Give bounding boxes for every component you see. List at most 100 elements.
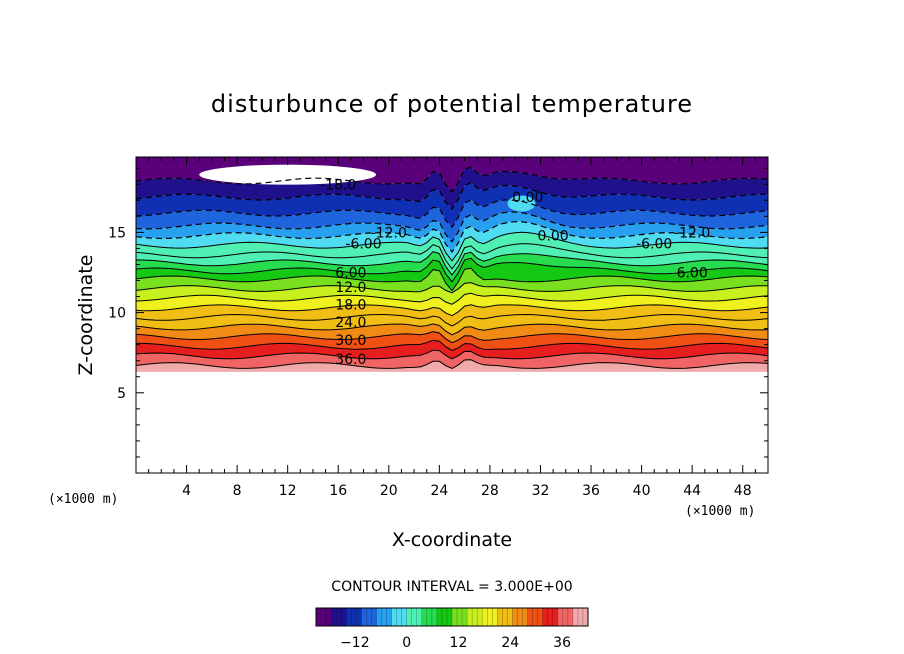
y-tick-label: 10 [108, 306, 126, 322]
colorbar-swatch [346, 608, 362, 626]
field-band [136, 199, 768, 242]
contour-line [136, 339, 768, 351]
field-anomaly [507, 195, 536, 212]
colorbar-swatch [557, 608, 574, 626]
colorbar-tick-label: 36 [553, 635, 571, 651]
colorbar-frame [315, 607, 589, 627]
colorbar-swatch [331, 608, 347, 626]
field-band [136, 340, 768, 359]
contour-line [136, 231, 768, 262]
contour-label: -12.0 [674, 225, 710, 241]
contour-line [136, 292, 768, 305]
contour-line [136, 182, 768, 211]
x-tick-label: 48 [734, 483, 752, 499]
contour-label: 12.0 [335, 280, 366, 296]
colorbar-tick-label: −12 [340, 635, 370, 651]
contour-label: 6.00 [677, 265, 708, 281]
field-band [136, 268, 768, 293]
contour-line [136, 267, 768, 292]
y-axis-label: Z-coordinate [75, 255, 97, 376]
contour-line [136, 331, 768, 344]
contour-label: 24.0 [335, 315, 366, 331]
contour-line [136, 199, 768, 229]
contour-label: 18.0 [335, 298, 366, 314]
chart-title: disturbunce of potential temperature [211, 90, 693, 118]
y-tick-label: 15 [108, 225, 126, 241]
field-band [136, 323, 768, 343]
field-band [136, 221, 768, 261]
x-tick-label: 4 [182, 483, 191, 499]
y-tick-label: 5 [117, 386, 126, 402]
x-tick-label: 36 [582, 483, 600, 499]
contour-label: 30.0 [335, 333, 366, 349]
contour-labels: -18.0 0.00 -12.0 -12.0 0.00 -6.00 -6.00 6.00 6.0… [320, 177, 710, 368]
contour-line [136, 323, 768, 336]
x-tick-label: 24 [430, 483, 448, 499]
contour-line [136, 221, 768, 254]
field-band [136, 331, 768, 351]
colorbar-swatch [572, 608, 589, 626]
colorbar-swatch [482, 608, 498, 626]
colorbar-swatch [421, 608, 438, 626]
x-unit-left: (×1000 m) [48, 492, 118, 507]
contour-line [136, 313, 768, 327]
colorbar-swatch [391, 608, 408, 626]
colorbar-swatch [542, 608, 559, 626]
colorbar-swatch [512, 608, 529, 626]
contour-line [136, 304, 768, 317]
colorbar-ticks: −12 0 12 24 36 [340, 635, 571, 651]
contour-line [136, 359, 768, 370]
colorbar-tick-label: 12 [450, 635, 468, 651]
contour-line [136, 166, 768, 193]
contour-line [136, 282, 768, 294]
contour-line [136, 243, 768, 270]
colorbar-swatch [316, 608, 332, 626]
colorbar-tick-label: 24 [501, 635, 519, 651]
colorbar-swatch [376, 608, 393, 626]
y-axis-ticks: 5 10 15 [108, 167, 768, 458]
contour-lines [136, 166, 768, 370]
contour-label: -6.00 [345, 237, 381, 253]
colorbar-swatch [452, 608, 468, 626]
field-band [136, 258, 768, 291]
colorbar-swatch [497, 608, 513, 626]
x-tick-label: 44 [683, 483, 701, 499]
contour-label: 6.00 [335, 265, 366, 281]
field-band [136, 212, 768, 252]
contour-label: -18.0 [320, 177, 356, 193]
colorbar-swatch [467, 608, 483, 626]
x-tick-label: 32 [532, 483, 550, 499]
colorbar-tick-label: 0 [402, 635, 411, 651]
field-band [136, 282, 768, 305]
colorbar-swatch [361, 608, 377, 626]
field-band [136, 304, 768, 326]
contour-line [136, 349, 768, 360]
contour-line [136, 257, 768, 283]
x-axis-label: X-coordinate [392, 529, 512, 551]
colorbar-swatch [406, 608, 423, 626]
contour-line [136, 251, 768, 276]
x-tick-label: 28 [481, 483, 499, 499]
x-axis-ticks: 4 8 12 16 20 24 28 32 36 40 44 48 [148, 157, 756, 499]
x-tick-label: 40 [633, 483, 651, 499]
contour-label: 36.0 [335, 352, 366, 368]
colorbar-swatch [527, 608, 544, 626]
contour-label: -6.00 [636, 237, 672, 253]
contour-label: -12.0 [371, 225, 407, 241]
x-tick-label: 12 [279, 483, 297, 499]
x-tick-label: 8 [233, 483, 242, 499]
colorbar [316, 608, 589, 626]
colorbar-swatch [436, 608, 453, 626]
field-white-region [199, 164, 377, 185]
x-tick-label: 20 [380, 483, 398, 499]
contour-interval: CONTOUR INTERVAL = 3.000E+00 [331, 579, 572, 595]
x-unit-right: (×1000 m) [685, 504, 755, 519]
field-band [136, 167, 768, 210]
field-band [136, 243, 768, 275]
field-band [136, 182, 768, 228]
contour-label: 0.00 [512, 190, 543, 206]
x-tick-label: 16 [329, 483, 347, 499]
contour-label: 0.00 [538, 229, 569, 245]
contour-line [136, 211, 768, 243]
